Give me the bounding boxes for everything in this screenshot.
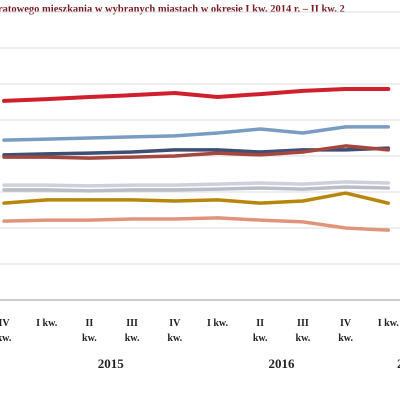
x-tick-label: III kw.: [295, 318, 311, 344]
x-tick-label: I kw.: [377, 318, 399, 329]
series-line: [2, 87, 391, 103]
series-line: [2, 216, 391, 232]
x-tick-label: III kw.: [124, 318, 140, 344]
series-line: [2, 125, 391, 142]
year-label: 2015: [97, 356, 124, 371]
x-tick-label: I kw.: [36, 318, 58, 329]
series-line: [2, 180, 391, 188]
series-line: [2, 191, 391, 205]
series-line: [2, 185, 391, 193]
x-tick-label: I kw.: [206, 318, 229, 329]
x-tick-label: II kw.: [252, 318, 268, 344]
year-label: 2016: [268, 356, 295, 371]
x-tick-label: IV kw.: [167, 318, 183, 344]
x-tick-label: IV kw.: [338, 318, 353, 344]
x-tick-label: II kw.: [82, 318, 97, 344]
chart-title: ratowego mieszkania w wybranych miastach…: [0, 4, 345, 15]
x-tick-label: IV kw.: [0, 318, 12, 344]
year-label: 2: [370, 356, 400, 372]
series-line: [2, 144, 391, 160]
